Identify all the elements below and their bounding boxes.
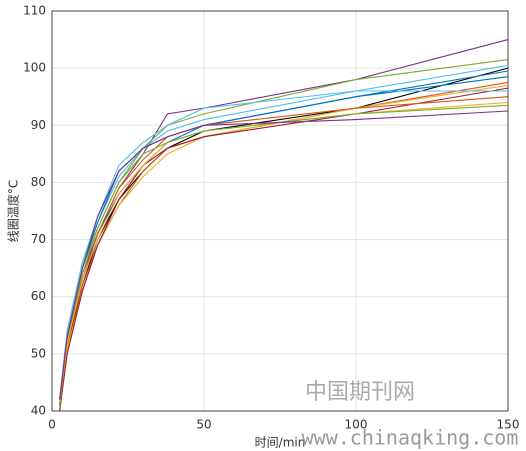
x-tick-label: 50	[196, 418, 211, 432]
x-tick-label: 100	[345, 418, 368, 432]
y-tick-label: 50	[31, 346, 46, 360]
series-line	[59, 70, 509, 406]
series-line	[59, 104, 509, 406]
x-axis-label: 时间/min	[255, 436, 306, 450]
y-axis-label: 线圈温度°C	[6, 180, 21, 242]
series-line	[59, 64, 509, 400]
series-line	[59, 87, 509, 412]
series-line	[59, 101, 509, 406]
x-tick-label: 0	[48, 418, 56, 432]
plot-frame	[51, 10, 509, 412]
series-line	[59, 96, 509, 406]
y-tick-label: 100	[23, 61, 46, 75]
x-tick-label: 150	[497, 418, 520, 432]
y-tick-label: 90	[31, 118, 46, 132]
series-line	[59, 81, 509, 406]
y-tick-label: 60	[31, 289, 46, 303]
watermark-url: www.chinaqking.com	[302, 426, 519, 450]
y-tick-label: 110	[23, 4, 46, 18]
y-tick-label: 40	[31, 404, 46, 418]
series-line	[59, 84, 509, 406]
watermark: 中国期刊网	[305, 380, 415, 405]
series-line	[59, 67, 509, 406]
y-tick-label: 80	[31, 175, 46, 189]
y-tick-label: 70	[31, 232, 46, 246]
series-line	[59, 39, 509, 406]
series-line	[59, 110, 509, 400]
series-line	[59, 90, 508, 400]
